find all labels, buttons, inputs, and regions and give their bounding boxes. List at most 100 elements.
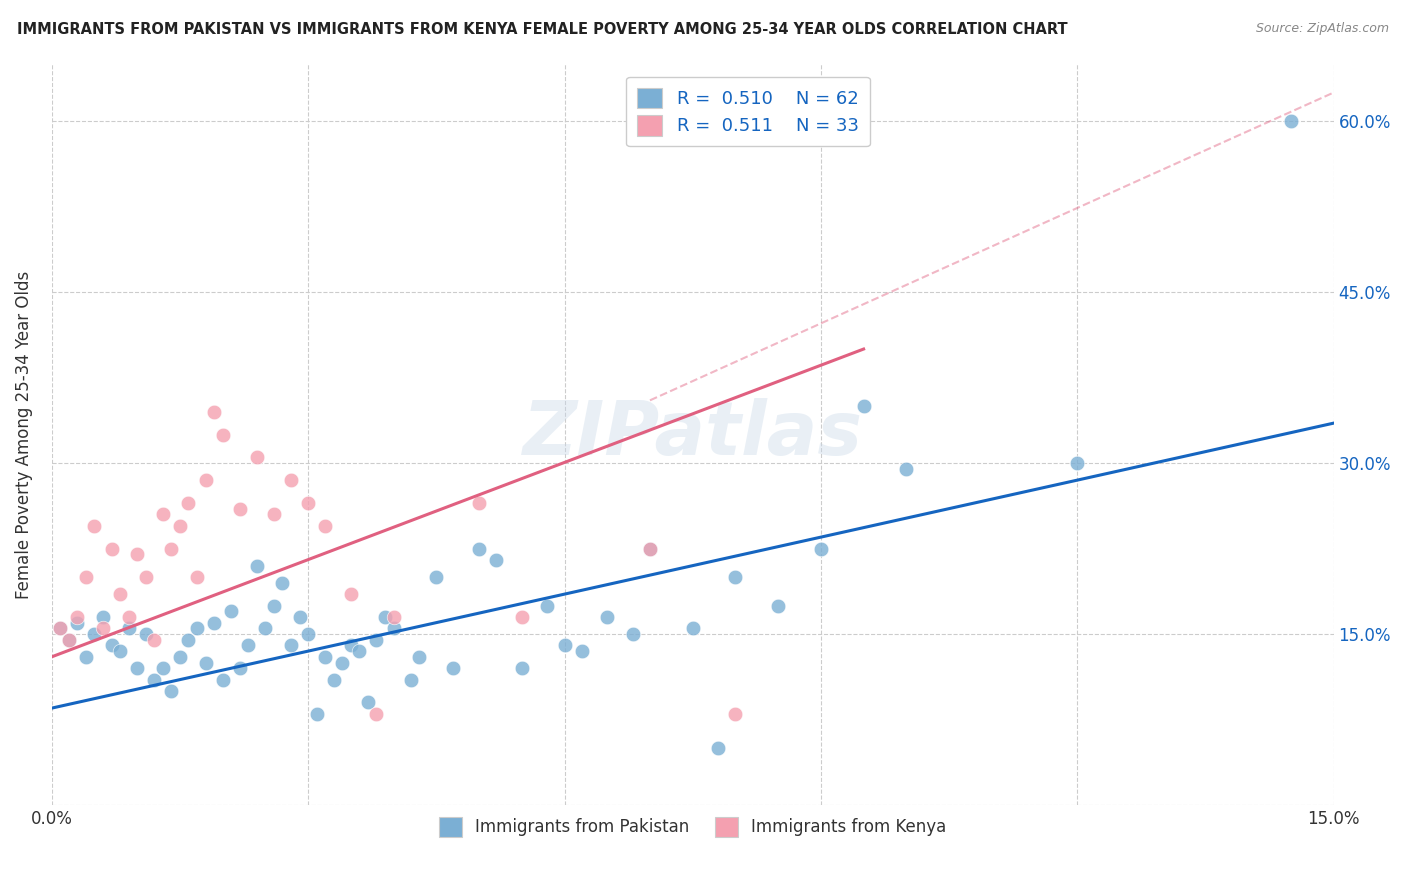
Point [100, 639, 122, 653]
Point [169, 518, 191, 533]
Point [468, 496, 491, 510]
Point [330, 656, 353, 670]
Y-axis label: Female Poverty Among 25-34 Year Olds: Female Poverty Among 25-34 Year Olds [15, 270, 32, 599]
Point [135, 627, 157, 641]
Point [160, 684, 183, 698]
Point [229, 661, 252, 675]
Point [83, 518, 105, 533]
Point [160, 541, 183, 556]
Point [382, 610, 405, 624]
Point [314, 649, 336, 664]
Point [177, 632, 200, 647]
Point [91, 621, 114, 635]
Point [108, 587, 131, 601]
Point [202, 405, 225, 419]
Point [408, 649, 430, 664]
Point [66, 615, 89, 630]
Point [186, 570, 208, 584]
Point [1066, 456, 1088, 470]
Point [83, 627, 105, 641]
Point [357, 695, 380, 709]
Point [896, 461, 918, 475]
Point [263, 508, 285, 522]
Point [852, 399, 875, 413]
Point [211, 673, 233, 687]
Point [66, 610, 89, 624]
Point [108, 644, 131, 658]
Point [135, 570, 157, 584]
Point [382, 621, 405, 635]
Point [682, 621, 704, 635]
Point [100, 541, 122, 556]
Point [322, 673, 344, 687]
Point [297, 496, 319, 510]
Point [366, 632, 388, 647]
Point [468, 541, 491, 556]
Point [305, 706, 328, 721]
Point [638, 541, 661, 556]
Point [621, 627, 644, 641]
Point [340, 587, 363, 601]
Point [288, 610, 311, 624]
Point [127, 547, 149, 561]
Point [724, 706, 747, 721]
Point [425, 570, 447, 584]
Point [553, 639, 575, 653]
Point [91, 610, 114, 624]
Point [169, 649, 191, 664]
Point [194, 656, 217, 670]
Point [211, 427, 233, 442]
Point [280, 473, 302, 487]
Point [152, 508, 174, 522]
Point [254, 621, 277, 635]
Point [349, 644, 371, 658]
Point [510, 610, 533, 624]
Point [238, 639, 260, 653]
Point [399, 673, 422, 687]
Point [485, 553, 508, 567]
Point [314, 518, 336, 533]
Point [118, 610, 141, 624]
Point [143, 632, 166, 647]
Point [58, 632, 80, 647]
Point [194, 473, 217, 487]
Point [810, 541, 832, 556]
Point [596, 610, 619, 624]
Point [638, 541, 661, 556]
Text: Source: ZipAtlas.com: Source: ZipAtlas.com [1256, 22, 1389, 36]
Point [510, 661, 533, 675]
Point [177, 496, 200, 510]
Point [441, 661, 464, 675]
Text: ZIPatlas: ZIPatlas [523, 398, 863, 471]
Point [707, 741, 730, 756]
Point [152, 661, 174, 675]
Point [49, 621, 72, 635]
Point [186, 621, 208, 635]
Point [724, 570, 747, 584]
Point [536, 599, 558, 613]
Point [246, 558, 269, 573]
Point [49, 621, 72, 635]
Point [127, 661, 149, 675]
Point [143, 673, 166, 687]
Point [766, 599, 789, 613]
Point [366, 706, 388, 721]
Point [374, 610, 396, 624]
Point [263, 599, 285, 613]
Point [340, 639, 363, 653]
Point [571, 644, 593, 658]
Point [246, 450, 269, 465]
Point [202, 615, 225, 630]
Point [118, 621, 141, 635]
Text: IMMIGRANTS FROM PAKISTAN VS IMMIGRANTS FROM KENYA FEMALE POVERTY AMONG 25-34 YEA: IMMIGRANTS FROM PAKISTAN VS IMMIGRANTS F… [17, 22, 1067, 37]
Point [58, 632, 80, 647]
Point [75, 649, 97, 664]
Point [271, 575, 294, 590]
Point [219, 604, 242, 618]
Point [229, 501, 252, 516]
Point [1279, 114, 1302, 128]
Legend: Immigrants from Pakistan, Immigrants from Kenya: Immigrants from Pakistan, Immigrants fro… [430, 809, 955, 845]
Point [297, 627, 319, 641]
Point [280, 639, 302, 653]
Point [75, 570, 97, 584]
